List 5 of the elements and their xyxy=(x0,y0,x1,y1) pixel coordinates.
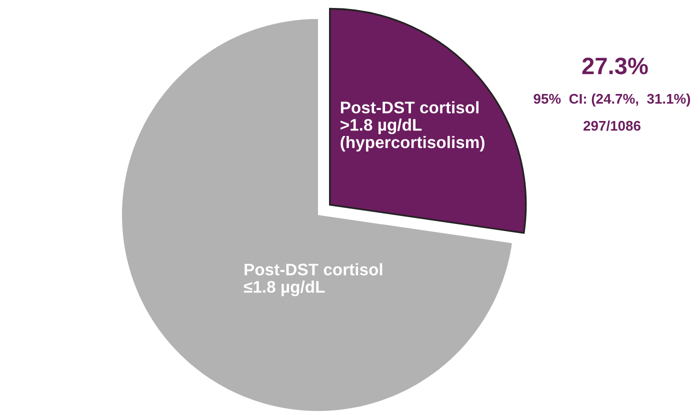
slice-label: Post-DST cortisol >1.8 µg/dL (hypercortisolism) xyxy=(340,101,484,152)
text: 95% CI: (24.7%, 31.1%) xyxy=(534,94,690,106)
text: 297/1086 xyxy=(584,120,640,131)
data-label: 27.3% xyxy=(582,58,648,74)
slice-label: Post-DST cortisol ≤1.8 µg/dL xyxy=(244,263,382,296)
